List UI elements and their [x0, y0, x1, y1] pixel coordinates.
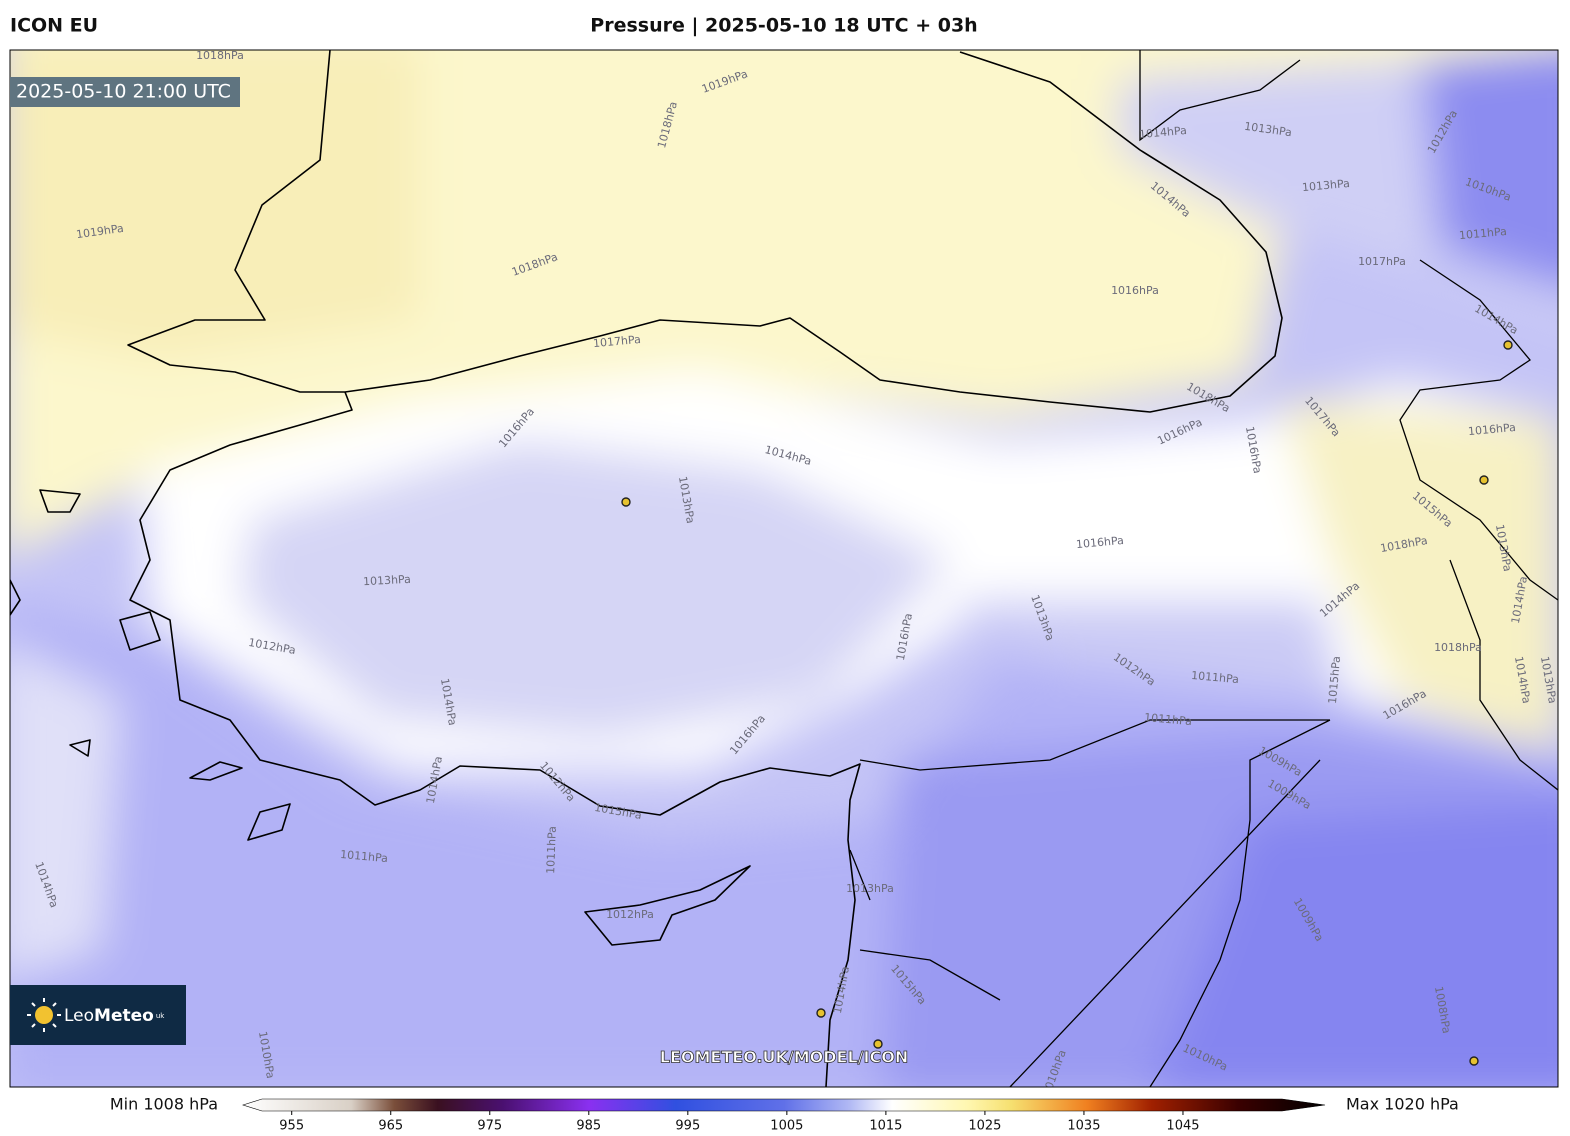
- contour-label: 1011hPa: [1191, 669, 1240, 686]
- contour-label: 1016hPa: [1076, 534, 1125, 551]
- colorbar: 955 965 975 985 995 1005 1015 1025 1035 1045: [242, 1098, 1326, 1134]
- time-badge: [10, 77, 240, 107]
- logo-light: Leo: [64, 1006, 94, 1026]
- map-frame: [9, 49, 1559, 1088]
- colorbar-max-label: Max 1020 hPa: [1346, 1095, 1459, 1114]
- contour-label: 1013hPa: [363, 573, 411, 588]
- colorbar-tick-label: 1035: [1067, 1119, 1100, 1134]
- logo-text: LeoMeteo uk: [64, 1006, 165, 1026]
- contour-label: 1011hPa: [1144, 711, 1193, 728]
- contour-label: 1016hPa: [1111, 284, 1159, 297]
- contour-label: 1014hPa: [1139, 124, 1188, 141]
- city-marker: [1479, 475, 1489, 485]
- contour-label: 1018hPa: [1434, 641, 1482, 654]
- contour-label: 1015hPa: [1326, 656, 1343, 705]
- colorbar-tick-label: 955: [279, 1119, 304, 1134]
- colorbar-tick-label: 965: [378, 1119, 403, 1134]
- colorbar-tick-label: 985: [576, 1119, 601, 1134]
- city-marker: [621, 497, 631, 507]
- contour-label: 1013hPa: [1302, 177, 1351, 194]
- valid-time: 2025-05-10 21:00 UTC: [16, 81, 231, 103]
- colorbar-tick-label: 1005: [770, 1119, 803, 1134]
- coastlines: [10, 50, 1558, 1087]
- city-marker: [873, 1039, 883, 1049]
- city-marker: [1503, 340, 1513, 350]
- watermark: LEOMETEO.UK/MODEL/ICON: [660, 1048, 908, 1067]
- colorbar-tick-label: 975: [477, 1119, 502, 1134]
- city-marker: [1469, 1056, 1479, 1066]
- colorbar-tick-label: 1045: [1166, 1119, 1199, 1134]
- model-name: ICON EU: [10, 15, 98, 37]
- city-marker: [816, 1008, 826, 1018]
- contour-label: 1011hPa: [1459, 225, 1508, 242]
- contour-label: 1017hPa: [593, 333, 642, 350]
- colorbar-scale: [242, 1098, 1326, 1112]
- logo-sun: [27, 998, 61, 1032]
- colorbar-min-label: Min 1008 hPa: [110, 1095, 218, 1114]
- map: 1018hPa1019hPa1018hPa1019hPa1018hPa1017h…: [10, 49, 1558, 1087]
- contour-label: 1016hPa: [1468, 421, 1517, 438]
- contour-label: 1011hPa: [340, 848, 389, 865]
- pressure-field: [10, 50, 1558, 1087]
- contour-label: 1012hPa: [606, 908, 654, 921]
- contour-label: 1018hPa: [196, 49, 244, 62]
- chart-title: Pressure | 2025-05-10 18 UTC + 03h: [590, 15, 977, 37]
- contour-label: 1011hPa: [544, 826, 559, 874]
- logo-bold: Meteo: [94, 1006, 154, 1026]
- colorbar-tick-label: 995: [675, 1119, 700, 1134]
- colorbar-tick-label: 1015: [869, 1119, 902, 1134]
- contour-label: 1017hPa: [1358, 255, 1406, 268]
- colorbar-tick-label: 1025: [968, 1119, 1001, 1134]
- logo-suffix: uk: [156, 1012, 165, 1020]
- contour-label: 1013hPa: [846, 882, 894, 895]
